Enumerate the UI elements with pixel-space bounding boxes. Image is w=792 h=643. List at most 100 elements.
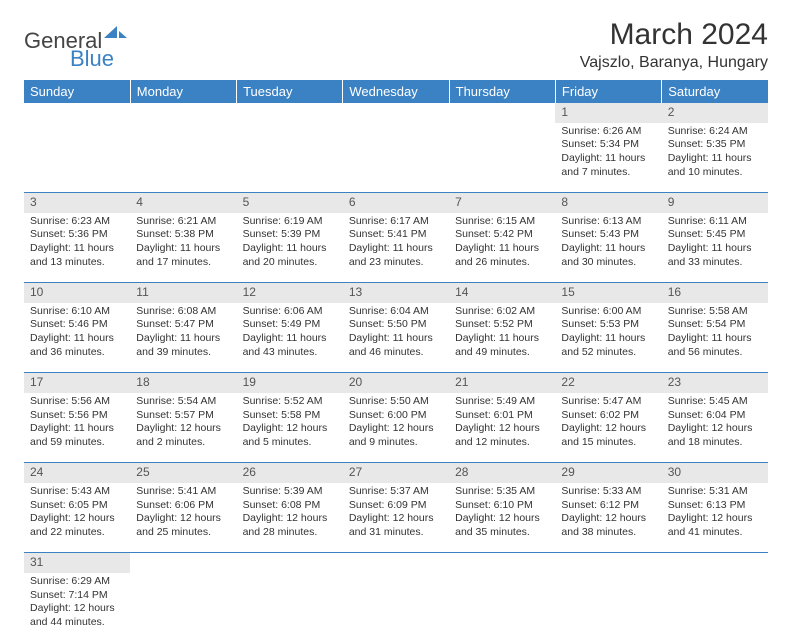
daylight-line: Daylight: 12 hours and 2 minutes. <box>136 422 230 449</box>
calendar-table: SundayMondayTuesdayWednesdayThursdayFrid… <box>24 80 768 643</box>
sunset-line: Sunset: 5:45 PM <box>668 228 762 242</box>
logo-sail-icon <box>104 22 130 44</box>
day-cell: Sunrise: 5:39 AMSunset: 6:08 PMDaylight:… <box>237 483 343 553</box>
day-cell: Sunrise: 5:47 AMSunset: 6:02 PMDaylight:… <box>555 393 661 463</box>
day-cell: Sunrise: 6:26 AMSunset: 5:34 PMDaylight:… <box>555 123 661 193</box>
sunset-line: Sunset: 5:36 PM <box>30 228 124 242</box>
sunset-line: Sunset: 5:53 PM <box>561 318 655 332</box>
day-number-cell: 5 <box>237 193 343 213</box>
day-number-cell: 24 <box>24 463 130 483</box>
sunset-line: Sunset: 5:46 PM <box>30 318 124 332</box>
daynum-row: 10111213141516 <box>24 283 768 303</box>
sunrise-line: Sunrise: 5:50 AM <box>349 395 443 409</box>
day-number-cell: 25 <box>130 463 236 483</box>
sunset-line: Sunset: 5:49 PM <box>243 318 337 332</box>
sunset-line: Sunset: 5:54 PM <box>668 318 762 332</box>
sunrise-line: Sunrise: 5:56 AM <box>30 395 124 409</box>
week-row: Sunrise: 6:10 AMSunset: 5:46 PMDaylight:… <box>24 303 768 373</box>
sunrise-line: Sunrise: 6:10 AM <box>30 305 124 319</box>
sunrise-line: Sunrise: 5:31 AM <box>668 485 762 499</box>
daynum-row: 24252627282930 <box>24 463 768 483</box>
sunrise-line: Sunrise: 5:39 AM <box>243 485 337 499</box>
sunset-line: Sunset: 6:01 PM <box>455 409 549 423</box>
day-header: Monday <box>130 80 236 103</box>
sunrise-line: Sunrise: 5:33 AM <box>561 485 655 499</box>
sunrise-line: Sunrise: 6:26 AM <box>561 125 655 139</box>
sunset-line: Sunset: 7:14 PM <box>30 589 124 603</box>
day-cell: Sunrise: 5:49 AMSunset: 6:01 PMDaylight:… <box>449 393 555 463</box>
sunrise-line: Sunrise: 6:02 AM <box>455 305 549 319</box>
week-row: Sunrise: 5:56 AMSunset: 5:56 PM Daylight:… <box>24 393 768 463</box>
day-cell: Sunrise: 5:31 AMSunset: 6:13 PMDaylight:… <box>662 483 768 553</box>
day-cell: Sunrise: 5:54 AMSunset: 5:57 PMDaylight:… <box>130 393 236 463</box>
sunset-line: Sunset: 6:12 PM <box>561 499 655 513</box>
day-number-cell: 15 <box>555 283 661 303</box>
day-cell: Sunrise: 6:19 AMSunset: 5:39 PMDaylight:… <box>237 213 343 283</box>
sunrise-line: Sunrise: 6:08 AM <box>136 305 230 319</box>
daylight-line: Daylight: 12 hours and 41 minutes. <box>668 512 762 539</box>
sunrise-line: Sunrise: 5:37 AM <box>349 485 443 499</box>
week-row: Sunrise: 6:29 AMSunset: 7:14 PMDaylight:… <box>24 573 768 643</box>
day-cell <box>130 123 236 193</box>
day-number-cell <box>449 103 555 123</box>
sunrise-line: Sunrise: 6:19 AM <box>243 215 337 229</box>
daylight-line: Daylight: 11 hours and 33 minutes. <box>668 242 762 269</box>
daylight-line: Daylight: 11 hours and 36 minutes. <box>30 332 124 359</box>
day-number-cell: 21 <box>449 373 555 393</box>
day-header: Tuesday <box>237 80 343 103</box>
day-cell: Sunrise: 6:21 AMSunset: 5:38 PMDaylight:… <box>130 213 236 283</box>
sunrise-line: Sunrise: 5:35 AM <box>455 485 549 499</box>
day-header-row: SundayMondayTuesdayWednesdayThursdayFrid… <box>24 80 768 103</box>
sunrise-line: Sunrise: 6:23 AM <box>30 215 124 229</box>
day-cell: Sunrise: 5:56 AMSunset: 5:56 PMDaylight:… <box>24 393 130 463</box>
day-number-cell <box>237 103 343 123</box>
sunset-line: Sunset: 6:10 PM <box>455 499 549 513</box>
day-number-cell: 28 <box>449 463 555 483</box>
daylight-line: Daylight: 11 hours and 20 minutes. <box>243 242 337 269</box>
sunset-line: Sunset: 6:08 PM <box>243 499 337 513</box>
daylight-line: Daylight: 12 hours and 31 minutes. <box>349 512 443 539</box>
sunrise-line: Sunrise: 5:52 AM <box>243 395 337 409</box>
logo: GeneralBlue <box>24 22 130 70</box>
day-cell <box>662 573 768 643</box>
daylight-line: Daylight: 11 hours and 39 minutes. <box>136 332 230 359</box>
day-header: Saturday <box>662 80 768 103</box>
sunset-line: Sunset: 5:47 PM <box>136 318 230 332</box>
sunset-line: Sunset: 5:43 PM <box>561 228 655 242</box>
day-number-cell: 20 <box>343 373 449 393</box>
day-number-cell: 12 <box>237 283 343 303</box>
day-cell: Sunrise: 5:50 AMSunset: 6:00 PMDaylight:… <box>343 393 449 463</box>
daylight-line: Daylight: 11 hours and 17 minutes. <box>136 242 230 269</box>
day-cell <box>24 123 130 193</box>
day-number-cell <box>555 553 661 573</box>
day-cell: Sunrise: 5:35 AMSunset: 6:10 PMDaylight:… <box>449 483 555 553</box>
day-header: Sunday <box>24 80 130 103</box>
daylight-line: Daylight: 11 hours and 30 minutes. <box>561 242 655 269</box>
sunrise-line: Sunrise: 6:17 AM <box>349 215 443 229</box>
daylight-line: Daylight: 11 hours and 10 minutes. <box>668 152 762 179</box>
daynum-row: 17181920212223 <box>24 373 768 393</box>
location: Vajszlo, Baranya, Hungary <box>580 54 768 72</box>
day-number-cell <box>662 553 768 573</box>
week-row: Sunrise: 5:43 AMSunset: 6:05 PMDaylight:… <box>24 483 768 553</box>
sunset-line: Sunset: 6:00 PM <box>349 409 443 423</box>
day-cell: Sunrise: 5:41 AMSunset: 6:06 PMDaylight:… <box>130 483 236 553</box>
sunrise-line: Sunrise: 6:00 AM <box>561 305 655 319</box>
sunrise-line: Sunrise: 5:47 AM <box>561 395 655 409</box>
sunrise-line: Sunrise: 5:58 AM <box>668 305 762 319</box>
day-number-cell <box>130 553 236 573</box>
day-number-cell <box>24 103 130 123</box>
day-cell <box>130 573 236 643</box>
day-number-cell: 31 <box>24 553 130 573</box>
sunset-line: Sunset: 5:56 PM <box>30 409 124 423</box>
sunrise-line: Sunrise: 6:15 AM <box>455 215 549 229</box>
daynum-row: 31 <box>24 553 768 573</box>
sunset-line: Sunset: 6:04 PM <box>668 409 762 423</box>
daylight-line: Daylight: 11 hours and 56 minutes. <box>668 332 762 359</box>
day-cell: Sunrise: 6:08 AMSunset: 5:47 PMDaylight:… <box>130 303 236 373</box>
day-number-cell: 14 <box>449 283 555 303</box>
day-number-cell: 23 <box>662 373 768 393</box>
daylight-line: Daylight: 12 hours and 18 minutes. <box>668 422 762 449</box>
day-number-cell: 10 <box>24 283 130 303</box>
day-number-cell: 9 <box>662 193 768 213</box>
